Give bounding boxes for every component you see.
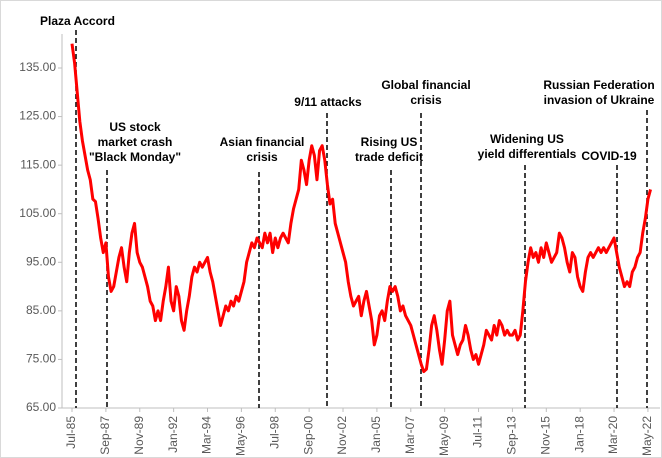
- x-tick-label: Jul-85: [64, 416, 78, 449]
- annotation: trade deficit: [355, 150, 423, 164]
- annotation: 9/11 attacks: [294, 95, 362, 109]
- annotation: Global financial: [381, 78, 470, 92]
- y-tick-label: 85.00: [26, 303, 56, 317]
- y-tick-label: 115.00: [20, 157, 56, 171]
- y-tick-label: 65.00: [26, 400, 56, 414]
- x-tick-label: Sep-13: [505, 416, 519, 455]
- x-tick-label: Jan-05: [369, 416, 383, 453]
- y-tick-label: 75.00: [26, 352, 56, 366]
- x-tick-label: Jan-92: [166, 416, 180, 453]
- annotation: invasion of Ukraine: [544, 93, 655, 107]
- x-tick-label: Nov-02: [335, 416, 349, 455]
- annotation: "Black Monday": [89, 150, 181, 164]
- annotation: Widening US: [490, 132, 564, 146]
- x-tick-label: Sep-87: [98, 416, 112, 455]
- annotation: market crash: [98, 135, 173, 149]
- annotation: Rising US: [361, 135, 418, 149]
- annotation: yield differentials: [478, 147, 577, 161]
- annotation: Russian Federation: [543, 78, 654, 92]
- x-tick-label: Sep-00: [301, 416, 315, 455]
- x-tick-label: Mar-20: [606, 416, 620, 454]
- x-tick-label: Mar-07: [403, 416, 417, 454]
- annotation: crisis: [410, 93, 442, 107]
- y-tick-label: 135.00: [19, 60, 56, 74]
- annotation: COVID-19: [581, 149, 637, 163]
- x-tick-label: May-96: [234, 416, 248, 456]
- x-tick-label: May-22: [640, 416, 654, 456]
- x-tick-label: Mar-94: [200, 416, 214, 454]
- y-tick-label: 125.00: [19, 109, 56, 123]
- y-tick-label: 105.00: [19, 206, 56, 220]
- y-tick-label: 95.00: [26, 254, 56, 268]
- series-line: [70, 43, 652, 374]
- annotation: US stock: [109, 120, 161, 134]
- x-tick-label: Nov-89: [132, 416, 146, 455]
- x-tick-label: Jul-11: [471, 416, 485, 448]
- annotation: Plaza Accord: [40, 14, 115, 28]
- x-tick-label: Nov-15: [538, 416, 552, 455]
- annotation: Asian financial: [220, 135, 305, 149]
- x-tick-label: Jul-98: [267, 416, 281, 449]
- annotation: crisis: [246, 150, 278, 164]
- x-tick-label: Jan-18: [572, 416, 586, 453]
- x-tick-label: May-09: [437, 416, 451, 456]
